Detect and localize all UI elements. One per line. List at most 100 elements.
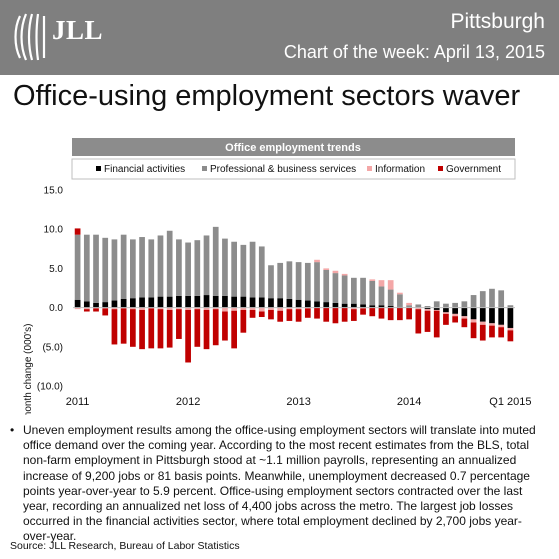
bar-segment xyxy=(295,307,302,310)
bar-segment xyxy=(295,299,302,308)
bar-segment xyxy=(240,309,247,333)
bar-segment xyxy=(470,307,477,320)
bar-segment xyxy=(332,307,339,324)
bar-segment xyxy=(452,313,458,317)
bar-segment xyxy=(185,309,191,363)
bar-segment xyxy=(222,295,228,308)
bar-segment xyxy=(433,309,440,311)
bar-segment xyxy=(443,307,449,313)
bar-segment xyxy=(157,307,164,310)
body-paragraph: Uneven employment results among the offi… xyxy=(23,423,536,544)
bar-segment xyxy=(93,302,99,308)
bar-segment xyxy=(498,290,505,308)
legend-label: Financial activities xyxy=(104,164,185,175)
chart-title-bar xyxy=(72,138,515,156)
bar-segment xyxy=(443,313,449,325)
bar-segment xyxy=(212,309,219,346)
bar-segment xyxy=(323,302,330,308)
bar-segment xyxy=(304,300,311,308)
bar-segment xyxy=(498,327,505,338)
bar-segment xyxy=(341,303,348,308)
bar-segment xyxy=(258,311,265,318)
bar-segment xyxy=(433,310,440,338)
bar-segment xyxy=(120,234,127,299)
bar-segment xyxy=(351,307,357,310)
y-tick-label: (10.0) xyxy=(37,382,63,393)
legend-swatch xyxy=(96,166,101,171)
bar-segment xyxy=(424,306,431,308)
bar-segment xyxy=(470,319,477,323)
bar-segment xyxy=(222,238,228,296)
bar-segment xyxy=(268,307,274,310)
bar-segment xyxy=(111,307,118,310)
bar-segment xyxy=(341,275,348,304)
bar-segment xyxy=(83,307,90,310)
body-text: • Uneven employment results among the of… xyxy=(10,423,545,545)
bar-segment xyxy=(332,273,339,303)
bar-segment xyxy=(277,298,284,308)
bar-segment xyxy=(139,237,145,298)
source-note: Source: JLL Research, Bureau of Labor St… xyxy=(10,540,240,552)
bar-segment xyxy=(433,307,440,310)
chart-legend: Financial activities Professional & busin… xyxy=(96,164,501,175)
bar-segment xyxy=(415,307,422,310)
bar-segment xyxy=(249,241,256,298)
bar-segment xyxy=(111,300,118,308)
bar-segment xyxy=(240,296,247,308)
bar-segment xyxy=(479,291,486,308)
bar-segment xyxy=(194,240,201,296)
bar-segment xyxy=(231,310,237,349)
bar-segment xyxy=(461,301,468,308)
bar-segment xyxy=(83,234,90,302)
bar-segment xyxy=(452,316,458,323)
bar-segment xyxy=(83,301,90,308)
bar-segment xyxy=(222,311,228,341)
bar-segment xyxy=(452,302,458,308)
bar-segment xyxy=(351,277,357,304)
bar-segment xyxy=(203,235,210,296)
chart-title: Office employment trends xyxy=(225,142,361,154)
bar-segment xyxy=(332,270,339,274)
bar-segment xyxy=(258,297,265,308)
bar-segment xyxy=(74,228,81,235)
bar-segment xyxy=(203,307,210,310)
bar-segment xyxy=(295,262,302,300)
bar-segment xyxy=(314,262,320,302)
bar-segment xyxy=(240,307,247,310)
chart-legend-box xyxy=(71,158,516,180)
bar-segment xyxy=(258,246,265,298)
legend-label: Information xyxy=(375,164,425,175)
bar-segment xyxy=(148,297,155,308)
y-axis-label: 12-month change (000's) xyxy=(23,324,34,415)
bar-segment xyxy=(102,237,109,303)
bar-segment xyxy=(415,304,422,308)
bar-segment xyxy=(231,307,237,311)
bar-segment xyxy=(185,307,191,310)
bar-segment xyxy=(452,307,458,314)
bar-segment xyxy=(83,309,90,312)
bar-segment xyxy=(369,280,376,306)
bar-segment xyxy=(341,273,348,276)
bar-segment xyxy=(231,241,237,297)
bar-segment xyxy=(157,309,164,349)
bar-segment xyxy=(304,262,311,301)
bar-segment xyxy=(461,316,468,319)
bar-segment xyxy=(231,296,237,308)
bar-segment xyxy=(406,302,412,306)
bar-segment xyxy=(212,295,219,308)
bar-segment xyxy=(166,307,173,310)
bar-segment xyxy=(406,307,412,320)
bar-segment xyxy=(93,308,99,312)
legend-label: Government xyxy=(446,164,501,175)
bar-segment xyxy=(130,298,136,308)
city-label: Pittsburgh xyxy=(450,10,545,33)
bar-segment xyxy=(74,234,81,300)
bar-segment xyxy=(406,305,412,308)
bar-segment xyxy=(424,310,431,332)
x-tick-label: 2012 xyxy=(176,396,200,408)
bar-segment xyxy=(498,324,505,328)
bar-segment xyxy=(351,309,357,321)
bar-segment xyxy=(157,235,164,297)
bar-segment xyxy=(286,298,293,308)
bar-segment xyxy=(203,295,210,308)
